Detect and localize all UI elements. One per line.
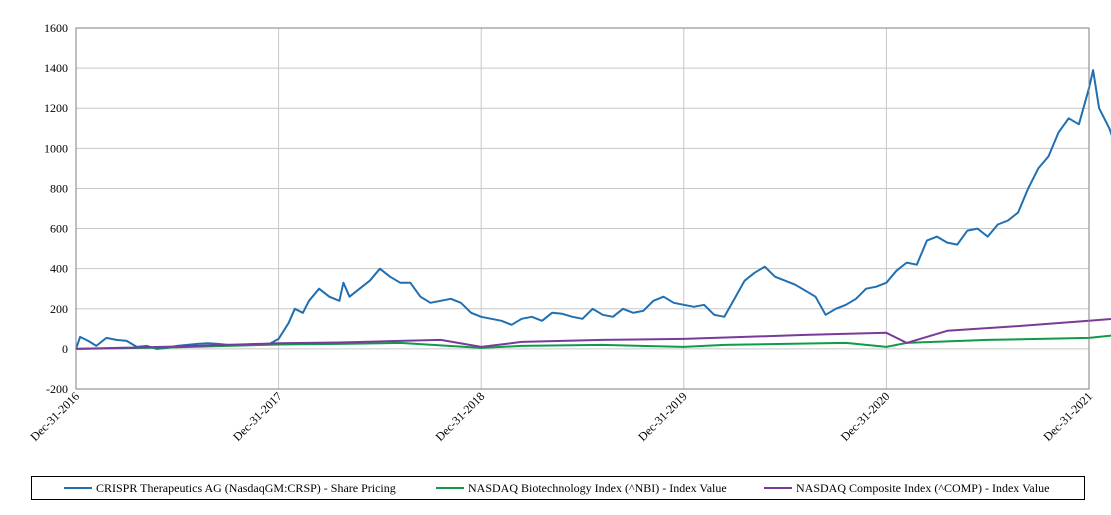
series-line-nbi (75, 334, 1111, 350)
x-axis-ticks: Dec-31-2016 Dec-31-2017 Dec-31-2018 Dec-31-… (27, 389, 1095, 444)
y-tick-label: 1600 (44, 21, 68, 35)
legend-item-comp: NASDAQ Composite Index (^COMP) - Index V… (764, 477, 1049, 499)
legend-item-nbi: NASDAQ Biotechnology Index (^NBI) - Inde… (436, 477, 727, 499)
legend-swatch-comp (764, 487, 792, 489)
series-lines (75, 69, 1111, 350)
legend-item-crsp: CRISPR Therapeutics AG (NasdaqGM:CRSP) -… (64, 477, 396, 499)
legend-label-nbi: NASDAQ Biotechnology Index (^NBI) - Inde… (468, 480, 727, 495)
y-tick-label: 800 (50, 181, 68, 195)
x-tick-label: Dec-31-2020 (838, 389, 893, 444)
legend-swatch-crsp (64, 487, 92, 489)
x-tick-label: Dec-31-2016 (27, 389, 82, 444)
y-axis-ticks: -200 0 200 400 600 800 1000 1200 1400 1600 (44, 21, 68, 396)
line-chart: -200 0 200 400 600 800 1000 1200 1400 1600 Dec-31… (27, 21, 1111, 444)
plot-border (75, 27, 1090, 390)
y-tick-label: 0 (62, 342, 68, 356)
y-tick-label: 1200 (44, 101, 68, 115)
legend-swatch-nbi (436, 487, 464, 489)
y-tick-label: 1400 (44, 61, 68, 75)
y-tick-label: 200 (50, 302, 68, 316)
y-tick-label: -200 (46, 382, 68, 396)
legend-label-crsp: CRISPR Therapeutics AG (NasdaqGM:CRSP) -… (96, 480, 396, 495)
x-tick-label: Dec-31-2019 (635, 389, 690, 444)
y-tick-label: 1000 (44, 141, 68, 155)
series-line-comp (75, 317, 1111, 350)
chart-legend: CRISPR Therapeutics AG (NasdaqGM:CRSP) -… (31, 476, 1085, 500)
series-line-crsp (75, 69, 1111, 350)
x-tick-label: Dec-31-2017 (230, 389, 285, 444)
y-tick-label: 400 (50, 262, 68, 276)
x-tick-label: Dec-31-2021 (1040, 389, 1095, 444)
x-tick-label: Dec-31-2018 (433, 389, 488, 444)
legend-label-comp: NASDAQ Composite Index (^COMP) - Index V… (796, 480, 1050, 495)
y-tick-label: 600 (50, 222, 68, 236)
